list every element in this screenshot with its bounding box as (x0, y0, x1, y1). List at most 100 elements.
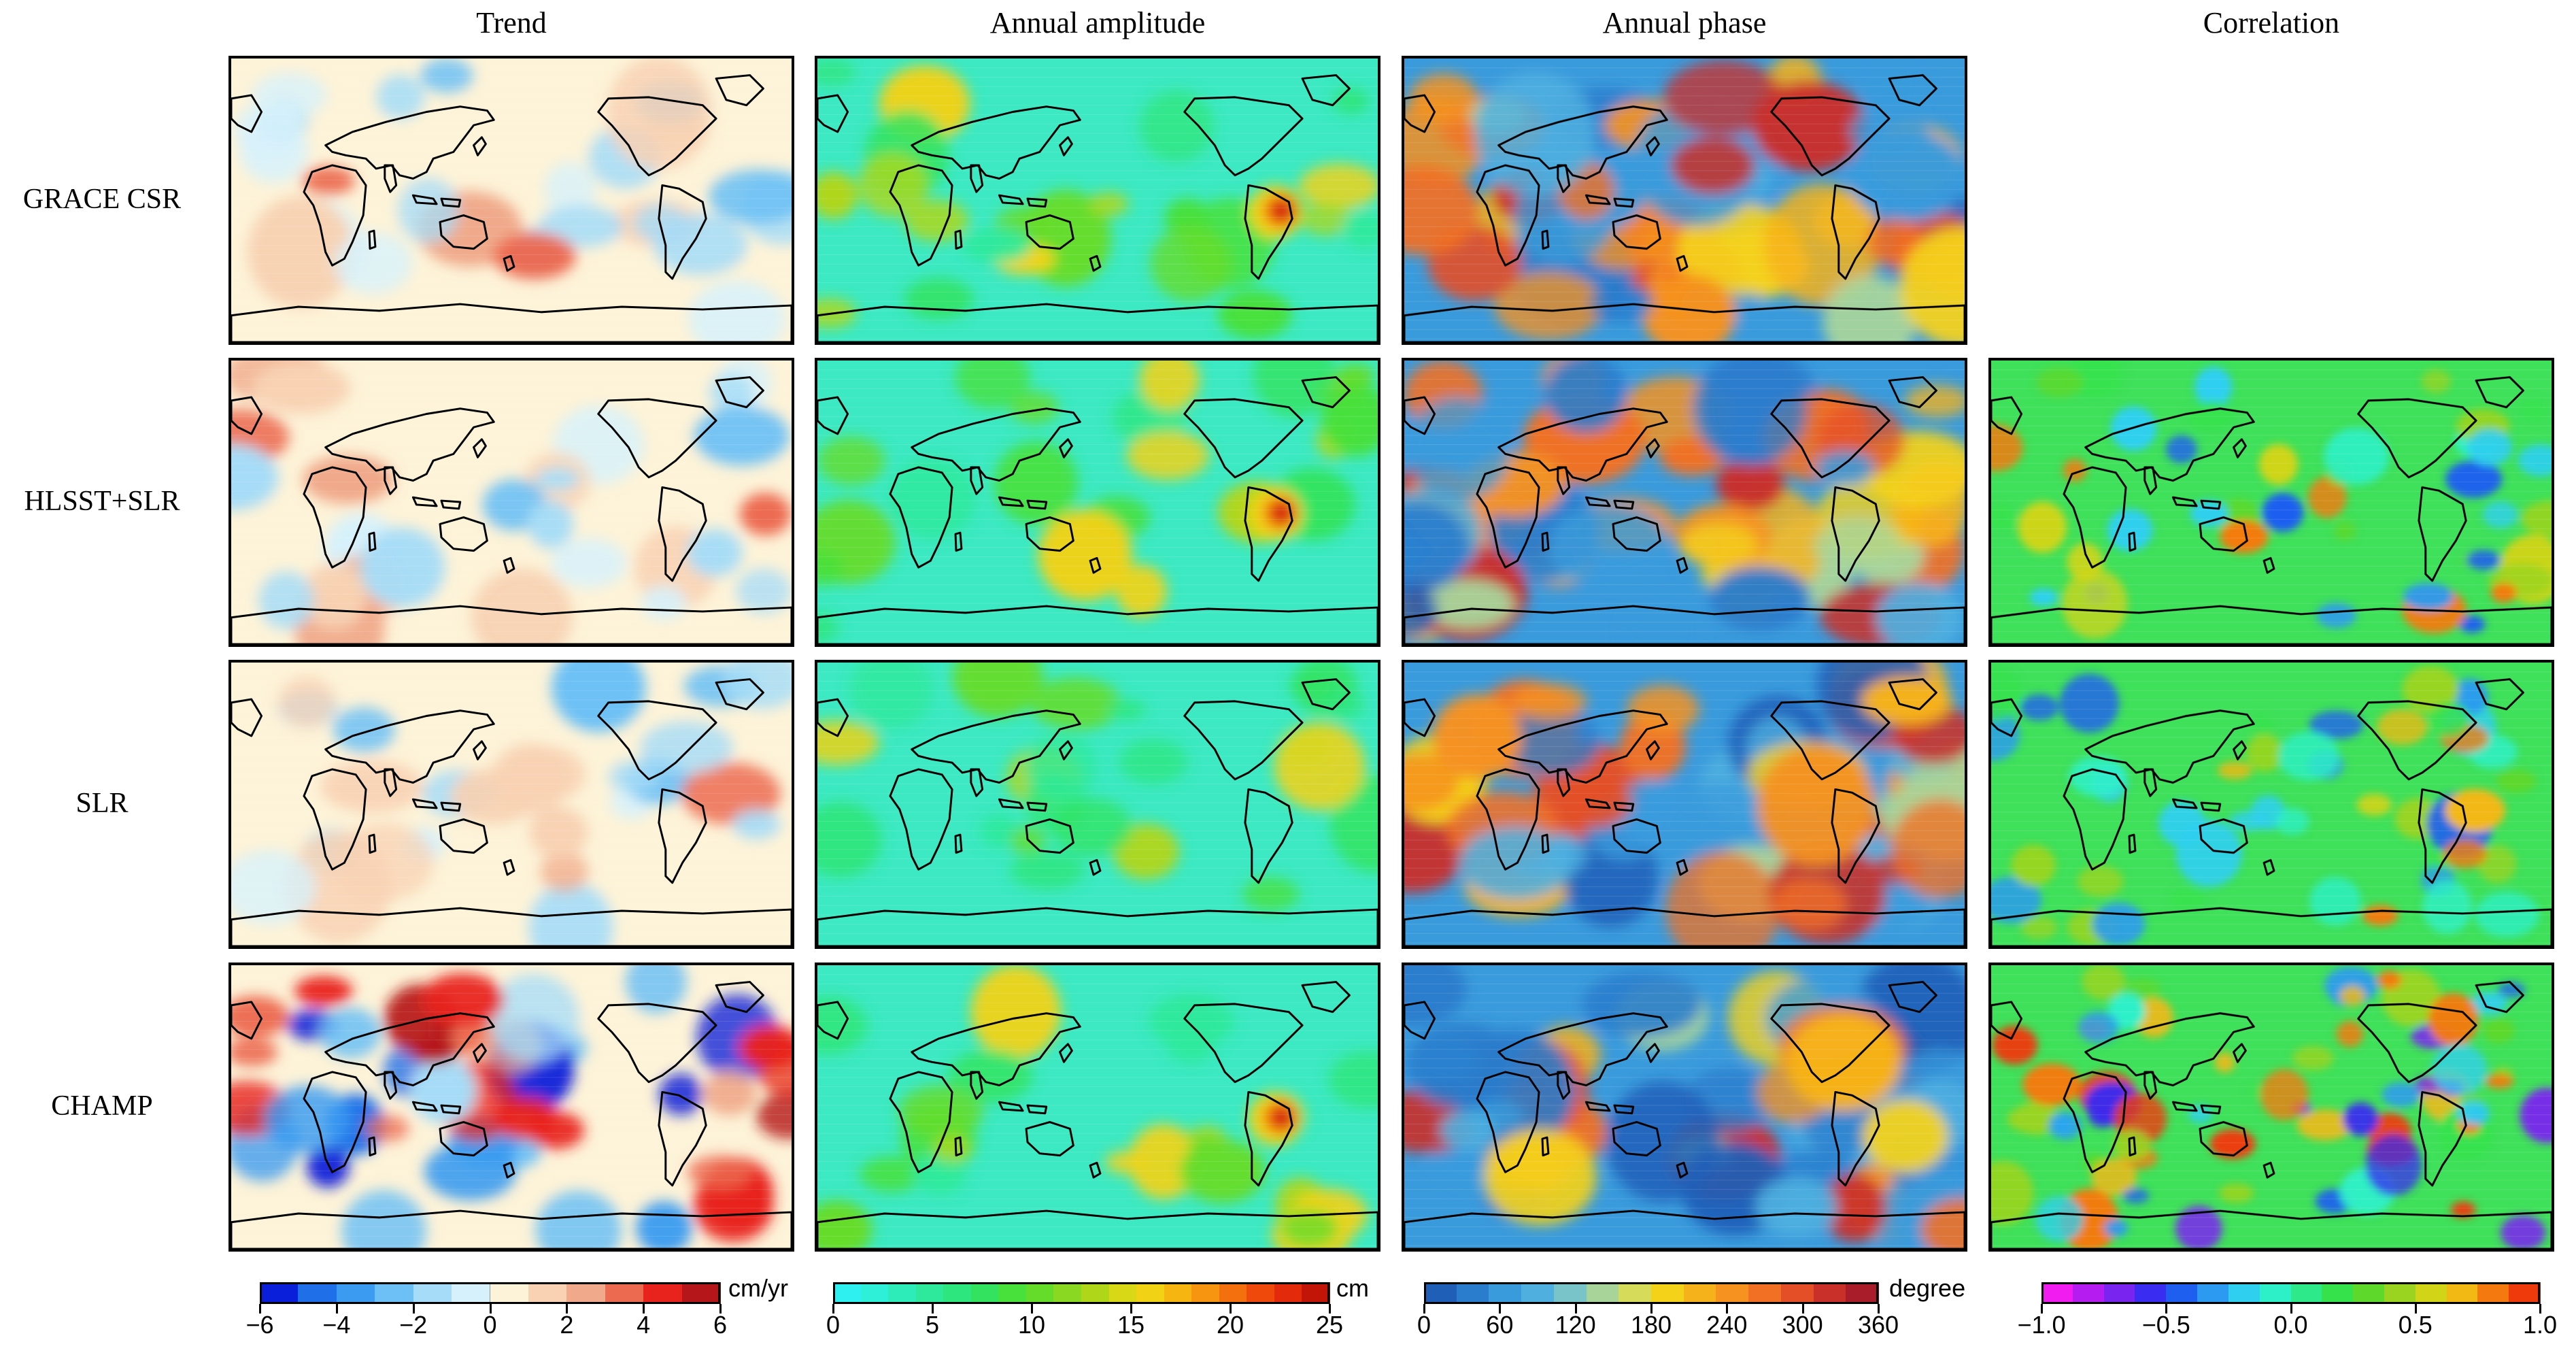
field-blob (2011, 844, 2056, 886)
coastline (231, 396, 263, 435)
field-blob (2218, 761, 2252, 780)
colorbar-tickmark (2539, 1304, 2541, 1314)
map-field-slr-phase (1404, 663, 1965, 946)
field-blob (1663, 60, 1784, 135)
coastline (1831, 788, 1880, 884)
field-blob (1404, 965, 1467, 1026)
field-blob (551, 663, 646, 733)
field-blob (2309, 877, 2361, 926)
coastline (998, 1101, 1024, 1112)
field-blob (609, 760, 658, 793)
coastline (597, 398, 717, 479)
field-blob (2169, 889, 2207, 909)
field-blob (952, 663, 1043, 718)
coastline (715, 678, 764, 711)
coastline (1541, 229, 1550, 250)
field-blob (2278, 731, 2340, 781)
field-blob (2520, 399, 2547, 422)
field-blob (526, 1111, 585, 1150)
coastline (1991, 396, 2023, 435)
coastlines (817, 981, 1378, 1249)
coastline (970, 768, 984, 797)
field-blobs (1404, 361, 1965, 644)
colorbar-tick-label: −2 (399, 1311, 428, 1339)
coastline (889, 768, 953, 871)
field-blob (2069, 361, 2125, 399)
coastline (2263, 556, 2275, 574)
coastline (715, 981, 764, 1014)
coastline (368, 531, 377, 552)
coastline (384, 768, 398, 797)
field-blob (1404, 503, 1470, 592)
field-blob (306, 1145, 350, 1188)
colorbar-amp (833, 1282, 1330, 1304)
field-blob (2428, 992, 2479, 1047)
field-blob (2467, 429, 2513, 466)
coastline (889, 1071, 953, 1173)
field-blob (817, 997, 868, 1055)
field-blob (1327, 1050, 1378, 1109)
field-blob (2250, 714, 2273, 737)
map-panel-slr-corr (1988, 660, 2554, 949)
coastline (1991, 1001, 2023, 1040)
coastline (384, 466, 398, 495)
colorbar-segment (2103, 1282, 2136, 1304)
column-title-corr: Correlation (2203, 6, 2340, 39)
field-blob (1904, 385, 1965, 418)
colorbar-tick-label: 360 (1857, 1311, 1899, 1339)
field-blob (492, 233, 577, 280)
field-blob (2245, 734, 2283, 772)
colorbar-segment (915, 1282, 945, 1304)
coastline (1613, 1104, 1635, 1115)
colorbar-tickmark (566, 1304, 569, 1314)
colorbar-tick-label: 180 (1630, 1311, 1672, 1339)
field-blob (320, 1007, 382, 1058)
coastline (2128, 833, 2137, 854)
coastline (911, 1012, 1081, 1087)
field-blob (2165, 435, 2197, 464)
coastline (440, 197, 462, 208)
coastline (1612, 214, 1661, 250)
coastlines (231, 376, 792, 644)
coastline (1244, 1090, 1293, 1187)
coastline (473, 740, 487, 760)
coastline (231, 1209, 792, 1249)
coastlines (1404, 678, 1965, 946)
field-blob (535, 1190, 622, 1249)
coastline (1026, 801, 1048, 812)
field-blob (2518, 444, 2552, 477)
colorbar-tickmark (1499, 1304, 1502, 1314)
coastline (2263, 1161, 2275, 1179)
coastline (2171, 496, 2198, 507)
coastline (1476, 1071, 1540, 1173)
field-blob (1052, 798, 1132, 857)
field-blob (2067, 543, 2103, 582)
coastline (1991, 605, 2552, 644)
coastline (1476, 768, 1540, 871)
field-blob (1119, 739, 1188, 784)
coastline (2084, 407, 2255, 482)
coastline (889, 466, 953, 569)
map-field-grace-trend (231, 58, 792, 342)
colorbar-unit-amp: cm (1336, 1274, 1369, 1302)
field-blob (253, 362, 350, 414)
field-blob (1406, 1022, 1521, 1109)
coastlines (231, 678, 792, 946)
coastline (954, 229, 963, 250)
coastline (954, 531, 963, 552)
field-blob (2365, 1134, 2422, 1197)
colorbar-segment (681, 1282, 721, 1304)
colorbar-segment (2259, 1282, 2292, 1304)
coastline (1676, 254, 1689, 272)
coastline (2199, 1121, 2248, 1157)
colorbar-segment (2384, 1282, 2416, 1304)
field-blob (1423, 580, 1514, 629)
coastlines (817, 376, 1378, 644)
coastline (1646, 438, 1660, 458)
map-panel-hlsst-trend (228, 358, 794, 647)
field-blob (471, 568, 573, 644)
colorbar-tickmark (1878, 1304, 1880, 1314)
coastline (2128, 1136, 2137, 1157)
coastline (658, 788, 707, 884)
coastline (1404, 303, 1965, 342)
